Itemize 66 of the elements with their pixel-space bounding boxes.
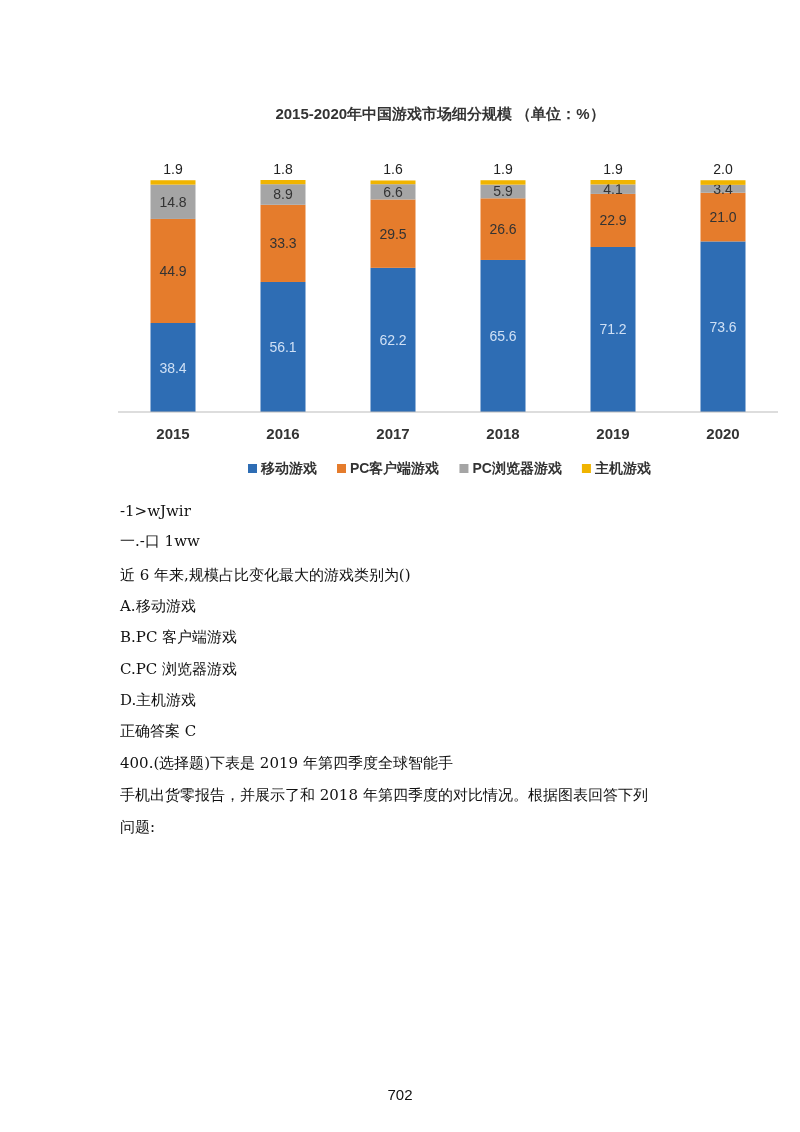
bar (480, 198, 526, 260)
bar (260, 180, 306, 185)
data-label: 14.8 (159, 193, 187, 210)
bar (150, 323, 196, 412)
chart-title: 2015-2020年中国游戏市场细分规模 （单位：%） (275, 105, 605, 122)
text: 手机出货零报告，并展示了和 2018 年第四季度的对比情况。根据图表回答下列 (120, 786, 648, 804)
data-label: 29.5 (379, 225, 407, 242)
bar (150, 180, 196, 185)
bar (700, 180, 746, 185)
legend-label: PC客户端游戏 (350, 460, 440, 476)
legend-label: 主机游戏 (593, 460, 651, 476)
bar (260, 281, 306, 412)
data-label: 65.6 (489, 327, 517, 344)
data-label: 44.9 (159, 262, 187, 279)
data-label: 8.9 (273, 186, 293, 203)
bar (150, 218, 196, 323)
x-tick-label: 2020 (706, 425, 740, 442)
data-label: 38.4 (159, 359, 187, 376)
text: 近 6 年来,规模占比变化最大的游戏类别为() (120, 566, 411, 584)
text: 702 (387, 1086, 413, 1103)
text: D.主机游戏 (120, 691, 197, 709)
bar (370, 199, 416, 268)
x-tick-label: 2017 (376, 425, 410, 442)
text: 400.(选择题)下表是 2019 年第四季度全球智能手 (120, 754, 453, 772)
data-label: 56.1 (269, 338, 297, 355)
legend-label: 移动游戏 (260, 460, 317, 476)
text: 一.-口 1ww (120, 532, 200, 550)
bar (480, 180, 526, 185)
bar (590, 193, 636, 247)
data-label: 4.1 (603, 181, 623, 198)
data-label: 73.6 (709, 318, 737, 335)
data-label: 71.2 (599, 321, 627, 338)
text: A.移动游戏 (119, 597, 196, 615)
data-label: 33.3 (269, 235, 297, 252)
x-tick-label: 2018 (486, 425, 520, 442)
data-label: 1.8 (273, 161, 293, 177)
data-label: 1.9 (603, 161, 623, 177)
bar (480, 259, 526, 412)
data-label: 5.9 (493, 183, 513, 200)
x-tick-label: 2016 (266, 425, 300, 442)
bar (590, 246, 636, 412)
bar (700, 192, 746, 242)
data-label: 26.6 (489, 221, 517, 238)
data-label: 62.2 (379, 331, 407, 348)
x-tick-label: 2019 (596, 425, 630, 442)
bar (370, 180, 416, 185)
bar (590, 180, 636, 185)
data-label: 2.0 (713, 161, 733, 178)
data-label: 1.9 (493, 161, 513, 178)
text: 正确答案 C (120, 722, 197, 740)
legend-label: PC浏览器游戏 (472, 460, 562, 476)
x-tick-label: 2015 (156, 425, 190, 442)
text: B.PC 客户端游戏 (120, 628, 238, 646)
bar (150, 184, 196, 219)
text: -1>wJwir (120, 502, 192, 520)
data-label: 21.0 (709, 209, 737, 226)
bar (370, 267, 416, 412)
text: 问题: (120, 818, 156, 836)
data-label: 22.9 (599, 212, 627, 229)
data-label: 6.6 (383, 183, 403, 200)
data-label: 3.4 (713, 180, 733, 197)
bar (700, 241, 746, 412)
text: C.PC 浏览器游戏 (120, 660, 238, 678)
bar (260, 204, 306, 282)
data-label: 1.9 (163, 161, 183, 178)
data-label: 1.6 (383, 161, 403, 178)
